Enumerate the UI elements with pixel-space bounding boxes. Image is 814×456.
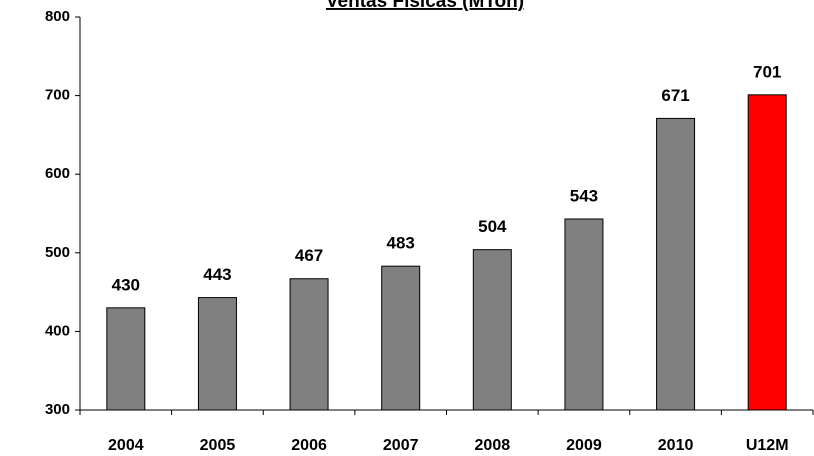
value-label: 701 bbox=[753, 62, 781, 81]
bar bbox=[472, 249, 512, 411]
bar bbox=[289, 278, 329, 411]
bar bbox=[197, 297, 237, 411]
value-label: 483 bbox=[387, 234, 415, 253]
x-tick-label: 2004 bbox=[108, 437, 144, 454]
x-tick-label: U12M bbox=[746, 437, 789, 454]
value-label: 467 bbox=[295, 246, 323, 265]
value-label: 430 bbox=[112, 275, 140, 294]
bar bbox=[381, 265, 421, 411]
y-tick-label: 300 bbox=[45, 401, 70, 418]
value-label: 671 bbox=[661, 86, 689, 105]
y-tick-label: 700 bbox=[45, 87, 70, 104]
y-tick-label: 400 bbox=[45, 322, 70, 339]
bar bbox=[564, 218, 604, 411]
y-tick-label: 500 bbox=[45, 244, 70, 261]
bar bbox=[656, 117, 696, 411]
x-tick-label: 2005 bbox=[200, 437, 236, 454]
chart-title: Ventas Físicas (MTon) bbox=[326, 0, 524, 12]
bar bbox=[747, 94, 787, 411]
x-tick-label: 2009 bbox=[566, 437, 602, 454]
x-tick-label: 2010 bbox=[658, 437, 694, 454]
value-label: 543 bbox=[570, 186, 598, 205]
y-tick-label: 800 bbox=[45, 8, 70, 25]
y-tick-label: 600 bbox=[45, 165, 70, 182]
bar bbox=[106, 307, 146, 411]
x-tick-label: 2006 bbox=[291, 437, 327, 454]
x-tick-label: 2008 bbox=[475, 437, 511, 454]
value-label: 504 bbox=[478, 217, 507, 236]
x-tick-label: 2007 bbox=[383, 437, 419, 454]
value-label: 443 bbox=[203, 265, 231, 284]
